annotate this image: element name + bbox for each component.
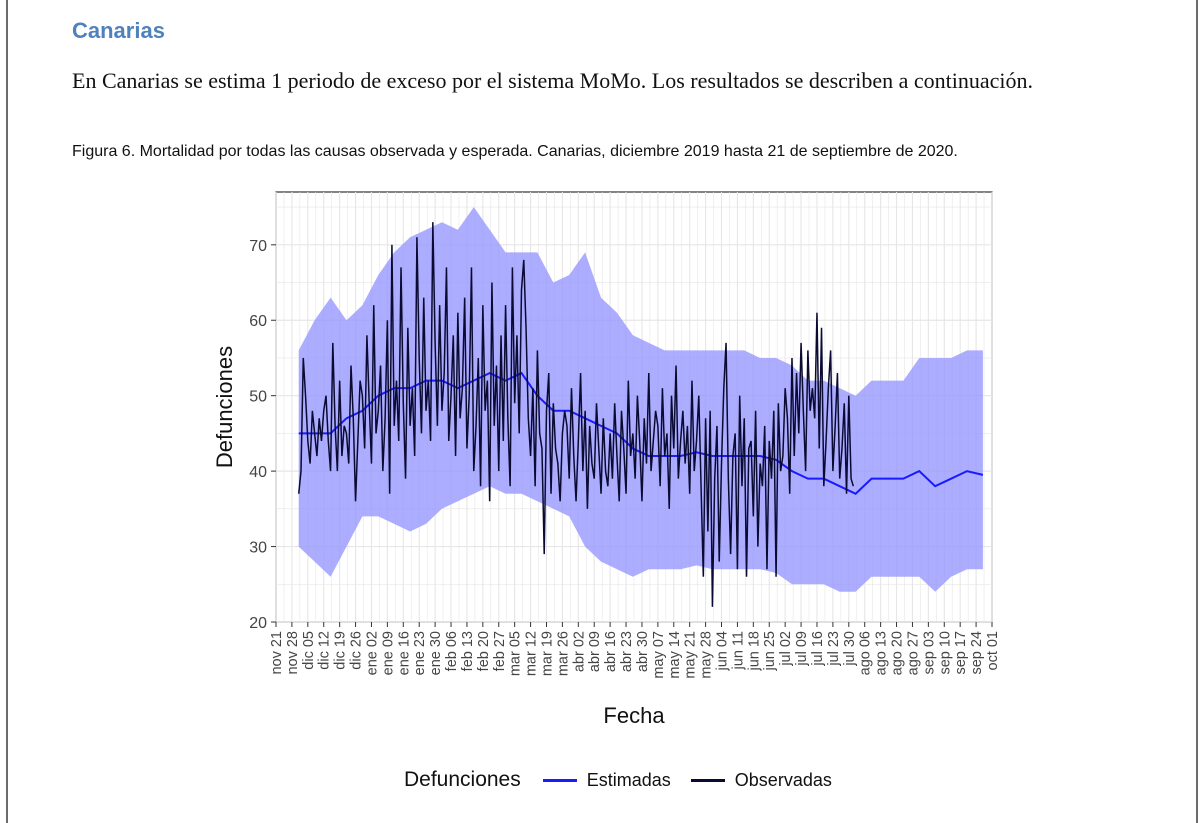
- chart-legend: Defunciones Estimadas Observadas: [404, 768, 852, 792]
- x-tick-label: abr 09: [587, 631, 603, 672]
- x-tick-label: ene 23: [412, 631, 428, 675]
- x-tick-label: jun 25: [762, 631, 778, 672]
- x-tick-label: jun 18: [746, 631, 762, 672]
- x-tick-label: mar 12: [524, 631, 540, 676]
- legend-title: Defunciones: [404, 768, 521, 791]
- x-tick-label: jul 30: [842, 631, 858, 667]
- y-tick-label: 60: [249, 313, 267, 330]
- x-tick-label: ene 09: [380, 631, 396, 675]
- legend-label-observadas: Observadas: [734, 769, 832, 790]
- y-tick-label: 50: [249, 389, 267, 406]
- x-tick-label: sep 03: [921, 631, 937, 675]
- observadas-line: [297, 222, 855, 607]
- x-tick-label: mar 05: [508, 631, 524, 676]
- x-tick-label: ago 20: [890, 631, 906, 675]
- y-tick-label: 70: [249, 238, 267, 255]
- x-tick-label: mar 26: [555, 631, 571, 676]
- legend-key-estimadas: [542, 778, 577, 782]
- y-tick-label: 40: [249, 464, 267, 481]
- x-tick-label: abr 23: [619, 631, 635, 672]
- x-tick-label: dic 12: [317, 631, 333, 670]
- x-axis: nov 21 nov 28 dic 05 dic 12 dic 19 dic 26 ene …: [269, 622, 1001, 679]
- x-tick-label: jun 11: [730, 631, 746, 670]
- x-tick-label: jun 04: [715, 631, 731, 672]
- x-tick-label: jul 09: [794, 631, 810, 667]
- legend-key-observadas: [690, 778, 725, 782]
- x-tick-label: jul 16: [810, 631, 826, 667]
- x-tick-label: dic 19: [333, 631, 349, 670]
- x-tick-label: dic 26: [349, 631, 365, 670]
- x-tick-label: abr 16: [603, 631, 619, 672]
- x-tick-label: ene 30: [428, 631, 444, 675]
- x-tick-label: mar 19: [539, 631, 555, 676]
- x-tick-label: oct 01: [985, 631, 1001, 671]
- x-tick-label: dic 05: [301, 631, 317, 670]
- section-heading: Canarias: [72, 18, 165, 43]
- body-paragraph: En Canarias se estima 1 periodo de exces…: [72, 68, 1034, 93]
- x-tick-label: jul 02: [778, 631, 794, 667]
- x-tick-label: may 21: [683, 631, 699, 679]
- x-tick-label: ene 02: [364, 631, 380, 675]
- y-axis-label: Defunciones: [212, 346, 237, 468]
- x-tick-label: abr 02: [571, 631, 587, 672]
- y-tick-label: 20: [249, 615, 267, 632]
- x-tick-label: sep 10: [937, 631, 953, 675]
- prediction-band: [298, 207, 983, 592]
- x-tick-label: ago 27: [905, 631, 921, 675]
- x-tick-label: feb 20: [476, 631, 492, 671]
- figure-caption: Figura 6. Mortalidad por todas las causa…: [72, 143, 958, 160]
- y-tick-label: 30: [249, 540, 267, 557]
- x-tick-label: feb 27: [492, 631, 508, 671]
- x-tick-label: nov 21: [269, 631, 285, 675]
- x-tick-label: feb 06: [444, 631, 460, 671]
- x-tick-label: ene 16: [396, 631, 412, 675]
- x-tick-label: feb 13: [460, 631, 476, 671]
- x-tick-label: ago 13: [874, 631, 890, 675]
- x-tick-label: sep 17: [953, 631, 969, 675]
- x-tick-label: sep 24: [969, 631, 985, 675]
- x-axis-label: Fecha: [603, 703, 665, 728]
- x-tick-label: nov 28: [285, 631, 301, 675]
- x-tick-label: jul 23: [826, 631, 842, 667]
- x-tick-label: may 07: [651, 631, 667, 679]
- y-axis: 20 30 40 50 60 70: [249, 238, 276, 632]
- page-border-right: [1196, 0, 1198, 823]
- legend-label-estimadas: Estimadas: [586, 769, 671, 790]
- page-border-left: [6, 0, 8, 823]
- x-tick-label: abr 30: [635, 631, 651, 672]
- x-tick-label: may 14: [667, 631, 683, 679]
- x-tick-label: ago 06: [858, 631, 874, 675]
- x-tick-label: may 28: [699, 631, 715, 679]
